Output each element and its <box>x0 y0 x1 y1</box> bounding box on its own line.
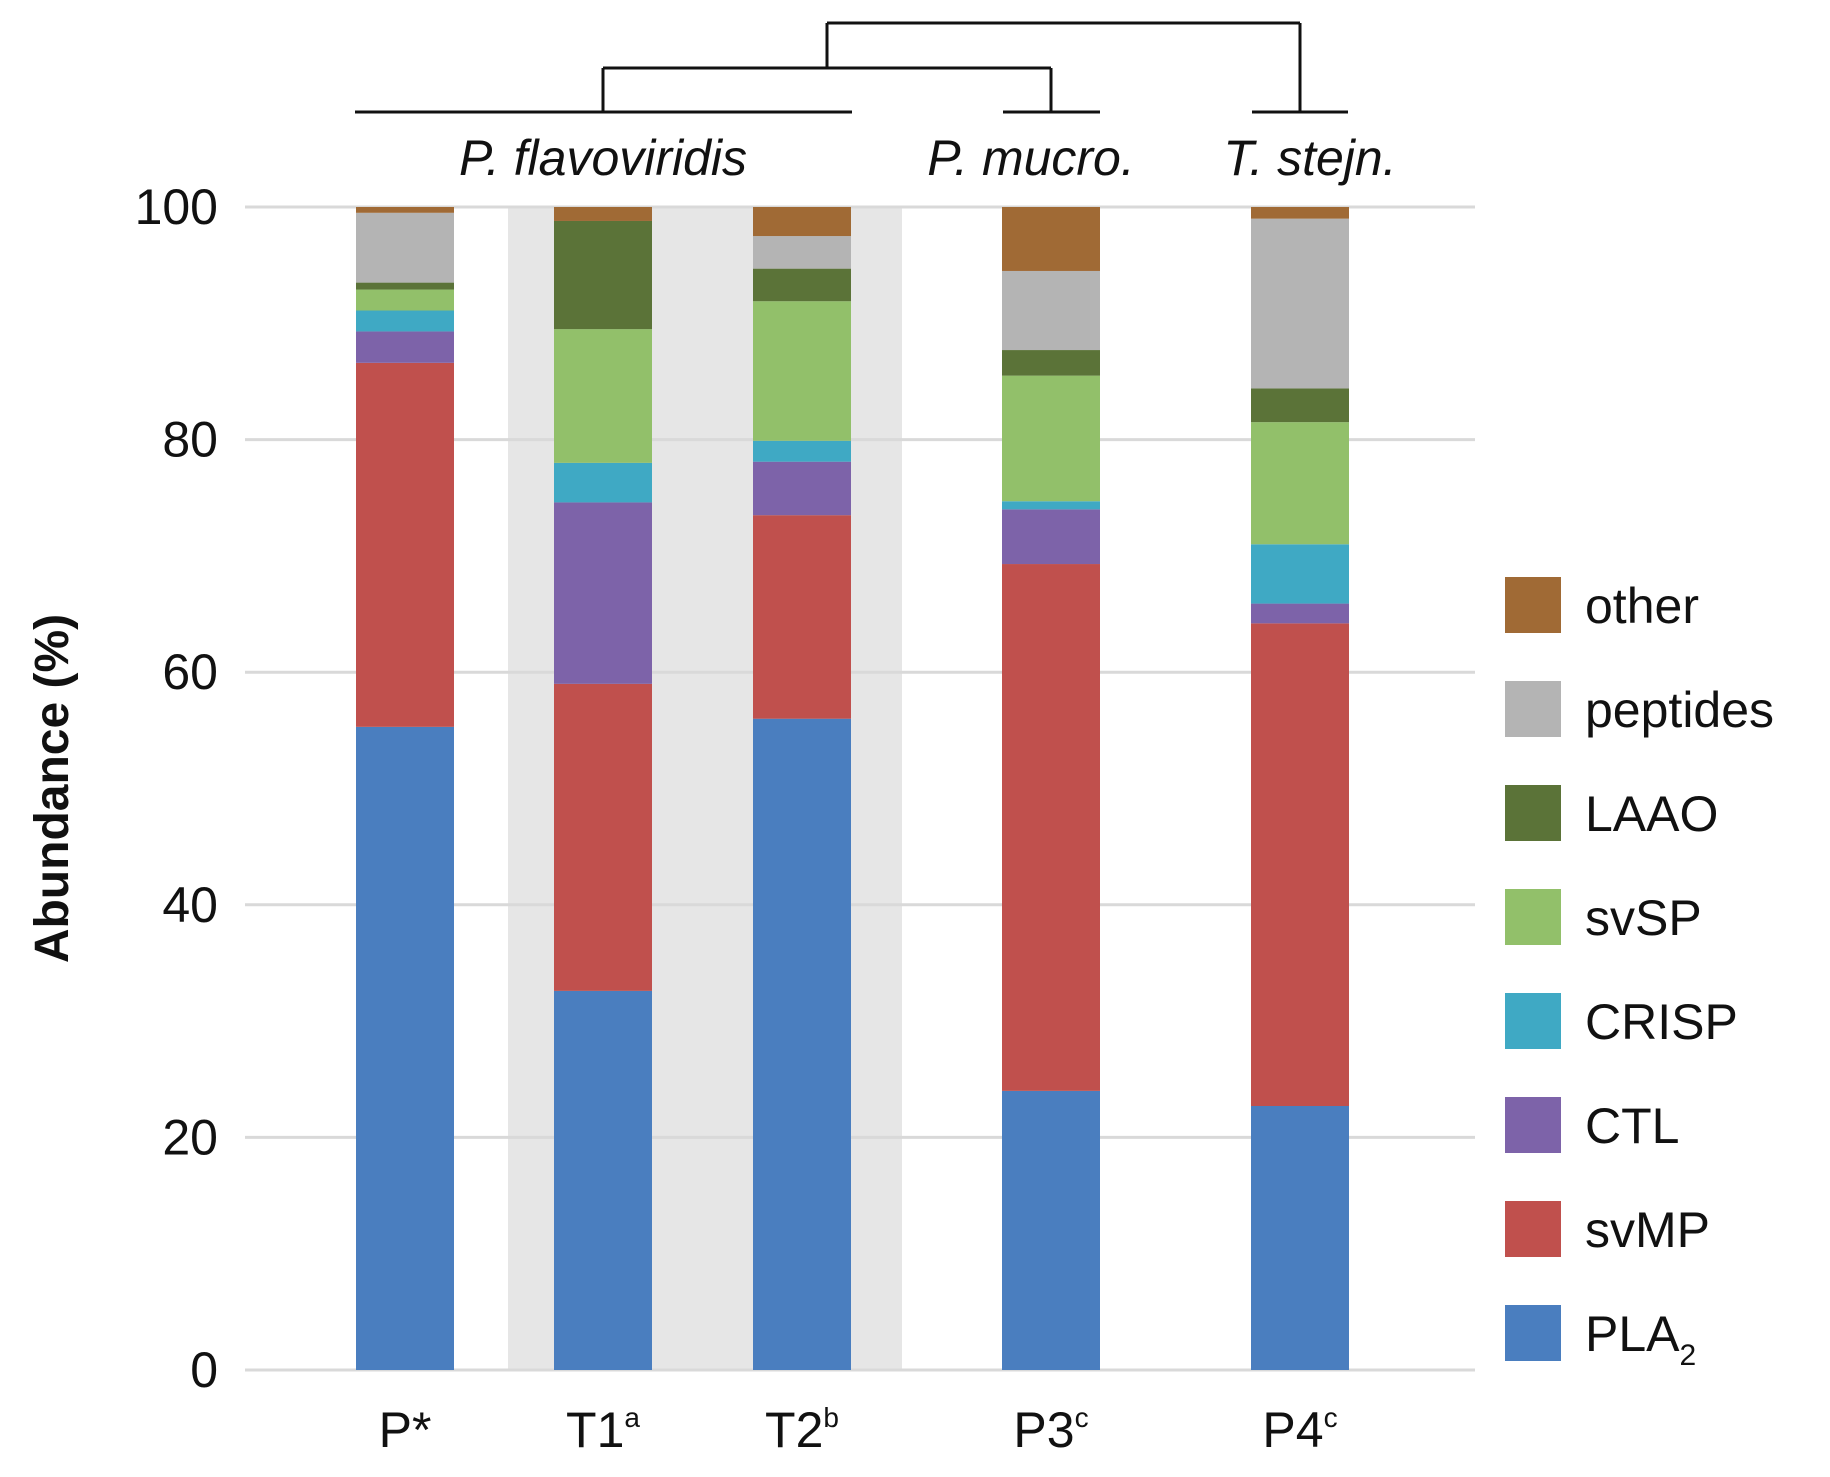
legend-label-crisp: CRISP <box>1585 994 1738 1050</box>
bar-P3-peptides <box>1002 270 1100 351</box>
species-label-0: P. flavoviridis <box>459 130 747 186</box>
bar-P-laao <box>356 282 454 290</box>
legend-swatch-pla <box>1505 1305 1561 1361</box>
bar-P4-laao <box>1251 388 1349 423</box>
legend-label-laao: LAAO <box>1585 786 1718 842</box>
bar-P-svsp <box>356 289 454 311</box>
bar-P4-other <box>1251 207 1349 219</box>
bar-T2-other <box>753 207 851 237</box>
legend-swatch-svmp <box>1505 1201 1561 1257</box>
bar-T1-other <box>554 207 652 221</box>
y-tick-label-100: 100 <box>135 179 218 235</box>
legend-label-peptides: peptides <box>1585 682 1774 738</box>
species-label-1: P. mucro. <box>927 130 1135 186</box>
bar-P-pla <box>356 726 454 1370</box>
y-tick-label-40: 40 <box>162 877 218 933</box>
species-label-2: T. stejn. <box>1223 130 1396 186</box>
bar-P4-pla <box>1251 1105 1349 1370</box>
bar-T1-svsp <box>554 329 652 463</box>
bar-P4-peptides <box>1251 218 1349 389</box>
bar-T1-laao <box>554 220 652 330</box>
bar-T2-ctl <box>753 461 851 516</box>
bar-P4-svmp <box>1251 623 1349 1106</box>
bar-P-peptides <box>356 212 454 283</box>
legend-label-svmp: svMP <box>1585 1202 1710 1258</box>
bar-P4-crisp <box>1251 544 1349 604</box>
bar-T2-svsp <box>753 301 851 441</box>
x-tick-label-2: T2b <box>765 1402 839 1458</box>
bar-P3-other <box>1002 207 1100 271</box>
y-tick-label-0: 0 <box>190 1342 218 1398</box>
bar-P-crisp <box>356 310 454 332</box>
bar-P3-svsp <box>1002 375 1100 502</box>
y-tick-label-80: 80 <box>162 412 218 468</box>
legend-swatch-svsp <box>1505 889 1561 945</box>
bar-P3-laao <box>1002 350 1100 376</box>
bar-T2-laao <box>753 268 851 302</box>
bar-P3-svmp <box>1002 564 1100 1091</box>
y-axis-label: Abundance (%) <box>26 614 79 963</box>
bar-P3-ctl <box>1002 509 1100 565</box>
bar-P-ctl <box>356 331 454 363</box>
legend-label-pla: PLA2 <box>1585 1306 1696 1372</box>
bar-T2-peptides <box>753 236 851 269</box>
bar-P-svmp <box>356 362 454 727</box>
bar-T1-pla <box>554 990 652 1370</box>
bar-T2-crisp <box>753 440 851 462</box>
bar-T1-crisp <box>554 462 652 503</box>
x-tick-label-1: T1a <box>566 1402 640 1458</box>
bar-T1-ctl <box>554 502 652 684</box>
bar-T2-svmp <box>753 515 851 719</box>
x-tick-label-4: P4c <box>1262 1402 1337 1458</box>
bar-P4-svsp <box>1251 422 1349 545</box>
bar-P4-ctl <box>1251 603 1349 624</box>
bar-P3-crisp <box>1002 501 1100 510</box>
x-tick-label-3: P3c <box>1013 1402 1088 1458</box>
bar-P-other <box>356 207 454 213</box>
legend-label-other: other <box>1585 578 1699 634</box>
legend-swatch-laao <box>1505 785 1561 841</box>
legend-swatch-peptides <box>1505 681 1561 737</box>
x-tick-label-0: P* <box>379 1402 432 1458</box>
legend-label-svsp: svSP <box>1585 890 1702 946</box>
y-tick-label-60: 60 <box>162 644 218 700</box>
legend-label-ctl: CTL <box>1585 1098 1679 1154</box>
legend-swatch-crisp <box>1505 993 1561 1049</box>
bar-T2-pla <box>753 718 851 1370</box>
bar-T1-svmp <box>554 683 652 991</box>
y-tick-label-20: 20 <box>162 1109 218 1165</box>
legend-swatch-ctl <box>1505 1097 1561 1153</box>
bar-P3-pla <box>1002 1090 1100 1370</box>
legend-swatch-other <box>1505 577 1561 633</box>
